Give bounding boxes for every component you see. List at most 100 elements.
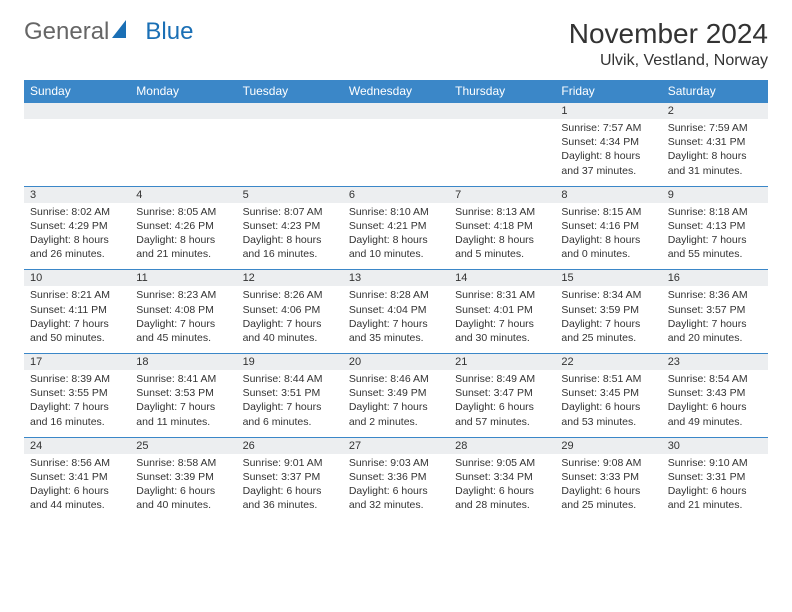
day-number: 23	[668, 356, 680, 368]
day-number-cell: 3	[24, 186, 130, 203]
sunset-text: Sunset: 3:49 PM	[349, 386, 443, 400]
sunrise-text: Sunrise: 8:15 AM	[561, 205, 655, 219]
daylight-text: Daylight: 7 hours and 30 minutes.	[455, 317, 549, 345]
daylight-text: Daylight: 7 hours and 50 minutes.	[30, 317, 124, 345]
day-detail-cell: Sunrise: 8:21 AMSunset: 4:11 PMDaylight:…	[24, 286, 130, 353]
day-detail-cell: Sunrise: 8:18 AMSunset: 4:13 PMDaylight:…	[662, 203, 768, 270]
day-detail-cell: Sunrise: 9:05 AMSunset: 3:34 PMDaylight:…	[449, 454, 555, 521]
day-number-cell: 5	[237, 186, 343, 203]
day-detail-cell: Sunrise: 9:01 AMSunset: 3:37 PMDaylight:…	[237, 454, 343, 521]
day-number-cell: 8	[555, 186, 661, 203]
daylight-text: Daylight: 6 hours and 28 minutes.	[455, 484, 549, 512]
day-detail-cell: Sunrise: 8:56 AMSunset: 3:41 PMDaylight:…	[24, 454, 130, 521]
sunrise-text: Sunrise: 9:10 AM	[668, 456, 762, 470]
title-block: November 2024 Ulvik, Vestland, Norway	[569, 18, 768, 70]
day-detail-cell: Sunrise: 7:59 AMSunset: 4:31 PMDaylight:…	[662, 119, 768, 186]
day-number-cell: 7	[449, 186, 555, 203]
day-detail-cell: Sunrise: 8:36 AMSunset: 3:57 PMDaylight:…	[662, 286, 768, 353]
sunrise-text: Sunrise: 8:51 AM	[561, 372, 655, 386]
daylight-text: Daylight: 8 hours and 31 minutes.	[668, 149, 762, 177]
sunset-text: Sunset: 4:16 PM	[561, 219, 655, 233]
sunset-text: Sunset: 4:08 PM	[136, 303, 230, 317]
day-number-cell: 29	[555, 437, 661, 454]
sunset-text: Sunset: 3:47 PM	[455, 386, 549, 400]
sunset-text: Sunset: 3:59 PM	[561, 303, 655, 317]
header: General Blue November 2024 Ulvik, Vestla…	[24, 18, 768, 70]
day-number-cell: 15	[555, 270, 661, 287]
daynum-row: 24252627282930	[24, 437, 768, 454]
weekday-header: Thursday	[449, 80, 555, 103]
day-number: 15	[561, 272, 573, 284]
sunrise-text: Sunrise: 8:07 AM	[243, 205, 337, 219]
month-title: November 2024	[569, 18, 768, 50]
sunset-text: Sunset: 4:01 PM	[455, 303, 549, 317]
location: Ulvik, Vestland, Norway	[569, 52, 768, 70]
sunrise-text: Sunrise: 8:54 AM	[668, 372, 762, 386]
logo-text-general: General	[24, 18, 109, 46]
sunset-text: Sunset: 4:31 PM	[668, 135, 762, 149]
day-number: 10	[30, 272, 42, 284]
day-number: 3	[30, 189, 36, 201]
day-number: 19	[243, 356, 255, 368]
sunrise-text: Sunrise: 7:57 AM	[561, 121, 655, 135]
day-detail-cell: Sunrise: 8:58 AMSunset: 3:39 PMDaylight:…	[130, 454, 236, 521]
sunset-text: Sunset: 3:51 PM	[243, 386, 337, 400]
detail-row: Sunrise: 8:56 AMSunset: 3:41 PMDaylight:…	[24, 454, 768, 521]
sunrise-text: Sunrise: 9:03 AM	[349, 456, 443, 470]
day-detail-cell: Sunrise: 8:54 AMSunset: 3:43 PMDaylight:…	[662, 370, 768, 437]
day-detail-cell: Sunrise: 8:39 AMSunset: 3:55 PMDaylight:…	[24, 370, 130, 437]
weekday-header: Friday	[555, 80, 661, 103]
day-detail-cell	[343, 119, 449, 186]
sunset-text: Sunset: 4:06 PM	[243, 303, 337, 317]
day-number: 25	[136, 440, 148, 452]
day-detail-cell: Sunrise: 8:31 AMSunset: 4:01 PMDaylight:…	[449, 286, 555, 353]
daylight-text: Daylight: 7 hours and 11 minutes.	[136, 400, 230, 428]
day-detail-cell: Sunrise: 8:46 AMSunset: 3:49 PMDaylight:…	[343, 370, 449, 437]
day-number-cell: 16	[662, 270, 768, 287]
daylight-text: Daylight: 7 hours and 16 minutes.	[30, 400, 124, 428]
day-number-cell	[343, 103, 449, 120]
sunset-text: Sunset: 4:26 PM	[136, 219, 230, 233]
day-number: 24	[30, 440, 42, 452]
day-number-cell: 25	[130, 437, 236, 454]
detail-row: Sunrise: 7:57 AMSunset: 4:34 PMDaylight:…	[24, 119, 768, 186]
day-detail-cell: Sunrise: 9:10 AMSunset: 3:31 PMDaylight:…	[662, 454, 768, 521]
day-number-cell	[24, 103, 130, 120]
sunset-text: Sunset: 3:31 PM	[668, 470, 762, 484]
daylight-text: Daylight: 7 hours and 20 minutes.	[668, 317, 762, 345]
day-number-cell: 18	[130, 354, 236, 371]
daylight-text: Daylight: 6 hours and 25 minutes.	[561, 484, 655, 512]
logo: General Blue	[24, 18, 193, 46]
detail-row: Sunrise: 8:39 AMSunset: 3:55 PMDaylight:…	[24, 370, 768, 437]
day-number: 27	[349, 440, 361, 452]
logo-text-blue: Blue	[145, 18, 193, 46]
day-number: 28	[455, 440, 467, 452]
sunrise-text: Sunrise: 8:39 AM	[30, 372, 124, 386]
logo-sail-icon	[112, 20, 126, 38]
day-number-cell: 10	[24, 270, 130, 287]
sunset-text: Sunset: 4:13 PM	[668, 219, 762, 233]
daylight-text: Daylight: 8 hours and 26 minutes.	[30, 233, 124, 261]
daylight-text: Daylight: 7 hours and 35 minutes.	[349, 317, 443, 345]
daylight-text: Daylight: 7 hours and 2 minutes.	[349, 400, 443, 428]
daylight-text: Daylight: 8 hours and 37 minutes.	[561, 149, 655, 177]
day-detail-cell: Sunrise: 8:23 AMSunset: 4:08 PMDaylight:…	[130, 286, 236, 353]
daynum-row: 3456789	[24, 186, 768, 203]
day-detail-cell: Sunrise: 9:03 AMSunset: 3:36 PMDaylight:…	[343, 454, 449, 521]
weekday-header: Tuesday	[237, 80, 343, 103]
sunset-text: Sunset: 3:53 PM	[136, 386, 230, 400]
day-number: 5	[243, 189, 249, 201]
day-number: 20	[349, 356, 361, 368]
detail-row: Sunrise: 8:21 AMSunset: 4:11 PMDaylight:…	[24, 286, 768, 353]
day-detail-cell: Sunrise: 8:28 AMSunset: 4:04 PMDaylight:…	[343, 286, 449, 353]
daynum-row: 12	[24, 103, 768, 120]
daylight-text: Daylight: 6 hours and 40 minutes.	[136, 484, 230, 512]
sunrise-text: Sunrise: 8:31 AM	[455, 288, 549, 302]
day-number-cell: 4	[130, 186, 236, 203]
daylight-text: Daylight: 7 hours and 40 minutes.	[243, 317, 337, 345]
sunset-text: Sunset: 3:34 PM	[455, 470, 549, 484]
day-number: 2	[668, 105, 674, 117]
day-detail-cell: Sunrise: 8:07 AMSunset: 4:23 PMDaylight:…	[237, 203, 343, 270]
day-number-cell: 20	[343, 354, 449, 371]
day-detail-cell: Sunrise: 8:44 AMSunset: 3:51 PMDaylight:…	[237, 370, 343, 437]
